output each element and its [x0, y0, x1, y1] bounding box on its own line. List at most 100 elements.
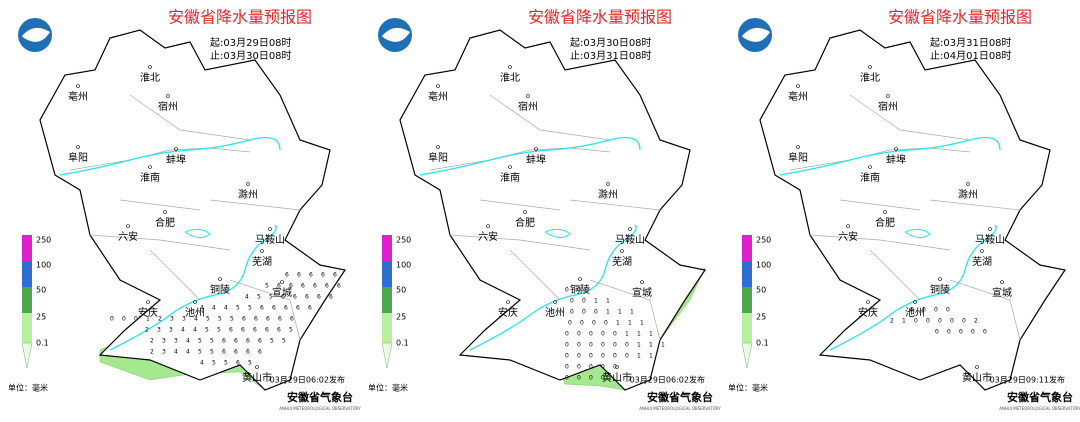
rain-value: 6	[246, 349, 250, 356]
city-dot	[640, 280, 644, 284]
rain-value: 0	[592, 320, 596, 327]
rain-value: 6	[277, 283, 281, 290]
city-label: 马鞍山	[975, 233, 1005, 246]
rain-value: 6	[305, 294, 309, 301]
rain-value: 0	[601, 331, 605, 338]
city-label: 淮南	[500, 171, 520, 184]
legend-label: 50	[396, 286, 406, 295]
city-label: 淮北	[860, 72, 880, 84]
start-time: 起:03月29日08时	[210, 37, 292, 49]
city-label: 池州	[545, 306, 565, 319]
rain-value: 0	[565, 331, 569, 338]
rain-value: 0	[577, 375, 581, 382]
city-label: 马鞍山	[615, 233, 645, 246]
map-title: 安徽省降水量预报图	[168, 8, 312, 27]
rain-value: 0	[565, 342, 569, 349]
city-dot	[628, 227, 632, 231]
rain-value: 5	[206, 316, 210, 323]
city-label: 芜湖	[612, 255, 632, 268]
rain-value: 5	[289, 327, 293, 334]
city-label: 六安	[838, 230, 858, 243]
city-label: 合肥	[515, 216, 535, 229]
rain-value: 0	[582, 309, 586, 316]
rain-value: 3	[162, 349, 166, 356]
city-dot	[523, 210, 527, 214]
rain-value: 6	[229, 327, 233, 334]
issue-time: 03月29日06:02发布	[630, 375, 705, 385]
city-label: 芜湖	[972, 255, 992, 268]
rain-value: 5	[282, 338, 286, 345]
end-time: 止:03月30日08时	[210, 50, 292, 62]
rain-value: 1	[630, 309, 634, 316]
rain-value: 0	[134, 316, 138, 323]
legend-label: 25	[756, 313, 766, 322]
city-label: 黄山市	[602, 371, 632, 384]
rain-value: 6	[254, 316, 258, 323]
city-dot	[606, 182, 610, 186]
rain-value: 6	[236, 360, 240, 367]
city-dot	[938, 277, 942, 281]
rain-value: 5	[269, 294, 273, 301]
city-dot	[166, 94, 170, 98]
issue-time: 03月29日06:02发布	[270, 375, 345, 385]
rain-value: 6	[284, 305, 288, 312]
rain-value: 3	[157, 327, 161, 334]
city-label: 宿州	[158, 100, 178, 113]
rain-value: 1	[625, 331, 629, 338]
rain-value: 6	[325, 283, 329, 290]
rain-value: 0	[983, 329, 987, 336]
city-dot	[506, 300, 510, 304]
rain-value: 0	[971, 329, 975, 336]
city-label: 亳州	[428, 90, 448, 103]
legend-label: 50	[36, 286, 46, 295]
rain-value: 0	[922, 307, 926, 314]
city-dot	[966, 182, 970, 186]
rain-value: 0	[122, 316, 126, 323]
rain-value: 6	[234, 338, 238, 345]
rain-value: 5	[248, 360, 252, 367]
city-label: 安庆	[858, 306, 878, 319]
city-label: 安庆	[498, 306, 518, 319]
city-label: 合肥	[155, 216, 175, 229]
city-label: 芜湖	[252, 255, 272, 268]
city-dot	[280, 280, 284, 284]
city-dot	[193, 300, 197, 304]
rain-value: 0	[589, 364, 593, 371]
city-label: 池州	[905, 306, 925, 319]
city-label: 淮北	[140, 72, 160, 84]
city-label: 铜陵	[210, 284, 230, 296]
city-dot	[218, 277, 222, 281]
rain-value: 5	[198, 338, 202, 345]
city-label: 黄山市	[962, 371, 992, 384]
city-label: 池州	[185, 306, 205, 319]
city-label: 滁州	[598, 188, 618, 201]
rain-value: 0	[947, 329, 951, 336]
city-dot	[980, 249, 984, 253]
rain-value: 1	[628, 320, 632, 327]
legend-label: 250	[756, 236, 771, 245]
city-label: 蚌埠	[526, 153, 546, 166]
city-label: 铜陵	[570, 284, 590, 296]
city-dot	[436, 145, 440, 149]
legend-label: 250	[396, 236, 411, 245]
rain-value: 6	[313, 283, 317, 290]
city-label: 亳州	[68, 90, 88, 103]
city-label: 滁州	[238, 188, 258, 201]
legend-label: 25	[396, 313, 406, 322]
city-dot	[174, 147, 178, 151]
city-dot	[866, 300, 870, 304]
rain-value: 1	[606, 309, 610, 316]
legend-unit: 单位：毫米	[728, 383, 768, 393]
issue-time: 03月29日09:11发布	[990, 375, 1065, 385]
rain-value: 6	[246, 338, 250, 345]
legend-unit: 单位：毫米	[8, 383, 48, 393]
rain-value: 6	[260, 305, 264, 312]
rain-value: 6	[337, 283, 341, 290]
city-dot	[76, 145, 80, 149]
rain-value: 1	[649, 353, 653, 360]
map-panel: 0 00 0 1 10 0 0 1 1 10 0 0 0 1 1 10 0 0 0 0 1 1 10 0 0 0 0 0 1 1 10 0 0 0…	[368, 8, 721, 412]
rain-value: 1	[594, 298, 598, 305]
legend-label: 100	[756, 261, 771, 270]
city-dot	[486, 224, 490, 228]
rain-value: 6	[317, 294, 321, 301]
